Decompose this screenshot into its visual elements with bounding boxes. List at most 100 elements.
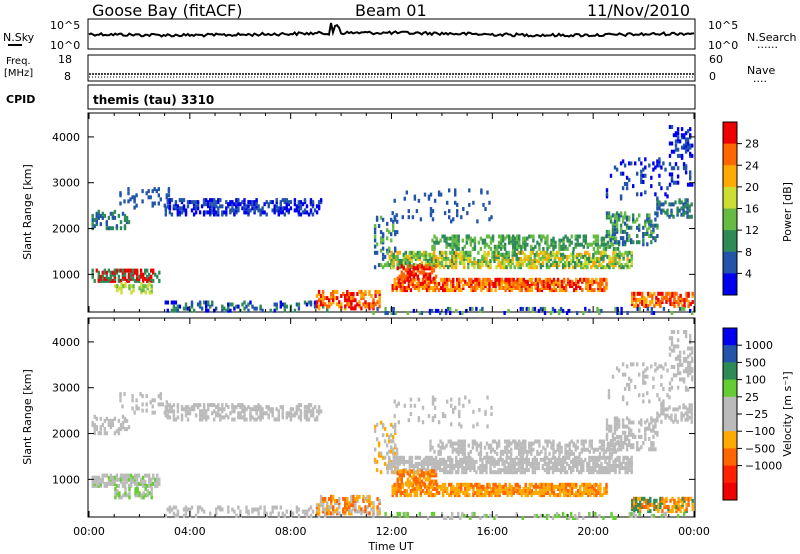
echo-cell	[326, 511, 329, 516]
echo-cell	[565, 254, 569, 259]
echo-cell	[488, 277, 491, 282]
echo-cell	[425, 489, 429, 493]
echo-cell	[625, 186, 629, 191]
echo-cell	[631, 300, 634, 304]
echo-cell	[570, 259, 573, 263]
echo-cell	[559, 466, 563, 471]
echo-cell	[646, 418, 649, 423]
echo-cell	[354, 509, 357, 514]
echo-cell	[293, 308, 297, 313]
echo-cell	[558, 288, 562, 293]
echo-cell	[393, 486, 396, 491]
echo-cell	[597, 484, 600, 489]
echo-cell	[328, 511, 331, 516]
echo-cell	[674, 413, 677, 418]
echo-cell	[279, 200, 282, 205]
echo-cell	[628, 430, 631, 435]
echo-cell	[610, 451, 614, 456]
echo-cell	[667, 505, 670, 509]
echo-cell	[430, 261, 434, 266]
echo-cell	[483, 238, 487, 243]
echo-cell	[610, 261, 613, 266]
echo-cell	[553, 259, 557, 263]
echo-cell	[352, 499, 355, 503]
echo-cell	[691, 507, 694, 512]
echo-cell	[358, 300, 361, 305]
echo-cell	[581, 288, 584, 293]
echo-cell	[636, 217, 639, 222]
echo-cell	[285, 204, 288, 209]
echo-cell	[510, 281, 513, 286]
echo-cell	[209, 198, 212, 203]
echo-cell	[620, 252, 623, 257]
echo-cell	[582, 447, 585, 452]
echo-cell	[669, 302, 672, 307]
echo-cell	[362, 494, 365, 499]
echo-cell	[423, 279, 427, 284]
echo-cell	[497, 254, 500, 259]
echo-cell	[430, 254, 434, 259]
echo-cell	[373, 424, 377, 429]
echo-cell	[428, 311, 432, 315]
echo-cell	[303, 405, 307, 410]
echo-cell	[461, 459, 464, 464]
echo-cell	[505, 459, 508, 464]
echo-cell	[644, 157, 647, 162]
echo-cell	[366, 499, 369, 503]
echo-cell	[604, 242, 608, 247]
echo-cell	[435, 236, 438, 241]
echo-cell	[301, 202, 305, 207]
echo-cell	[293, 413, 297, 418]
echo-cell	[281, 407, 284, 412]
echo-cell	[311, 509, 315, 514]
echo-cell	[501, 254, 504, 259]
echo-cell	[251, 304, 254, 309]
echo-cell	[465, 466, 468, 471]
echo-cell	[223, 306, 226, 311]
echo-cell	[399, 486, 402, 491]
echo-cell	[390, 445, 393, 450]
echo-cell	[657, 302, 660, 307]
echo-cell	[669, 291, 672, 296]
echo-cell	[647, 505, 650, 509]
echo-cell	[678, 405, 681, 410]
echo-cell	[426, 477, 430, 482]
echo-cell	[528, 482, 531, 487]
echo-cell	[399, 288, 402, 293]
echo-cell	[376, 497, 379, 501]
echo-cell	[99, 479, 102, 484]
echo-cell	[509, 455, 512, 460]
echo-cell	[428, 473, 432, 478]
echo-cell	[535, 457, 539, 462]
echo-cell	[676, 135, 680, 140]
echo-cell	[426, 264, 430, 269]
echo-cell	[606, 470, 609, 475]
echo-cell	[392, 311, 395, 315]
echo-cell	[463, 254, 466, 259]
echo-cell	[170, 405, 174, 410]
echo-cell	[136, 493, 139, 498]
echo-cell	[628, 459, 631, 464]
echo-cell	[433, 493, 437, 498]
echo-cell	[590, 265, 593, 270]
echo-cell	[111, 423, 115, 427]
echo-cell	[491, 439, 495, 444]
echo-cell	[475, 306, 478, 311]
echo-cell	[588, 254, 591, 259]
echo-cell	[182, 407, 186, 412]
echo-cell	[682, 403, 685, 408]
echo-cell	[379, 453, 383, 458]
echo-cell	[99, 276, 102, 281]
echo-cell	[560, 445, 563, 450]
echo-cell	[334, 296, 337, 301]
echo-cell	[332, 507, 335, 512]
echo-cell	[487, 261, 490, 266]
echo-cell	[561, 464, 565, 468]
echo-cell	[399, 489, 402, 493]
echo-cell	[330, 292, 333, 296]
echo-cell	[505, 439, 509, 444]
echo-cell	[418, 311, 422, 315]
echo-cell	[599, 281, 602, 286]
echo-cell	[538, 234, 541, 239]
echo-cell	[390, 433, 393, 438]
